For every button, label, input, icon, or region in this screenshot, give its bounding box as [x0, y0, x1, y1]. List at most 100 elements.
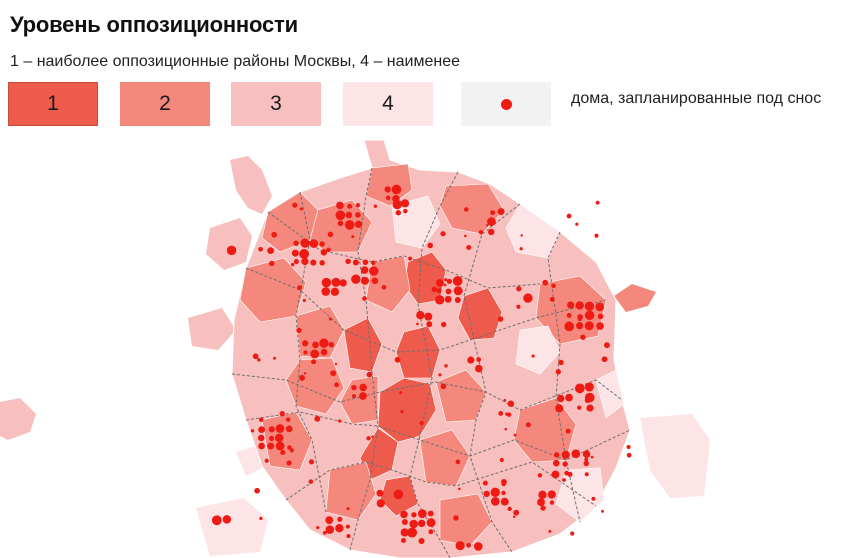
demolition-dot [362, 259, 369, 266]
demolition-dot [555, 369, 561, 375]
district-sw-far-2 [261, 411, 313, 471]
demolition-dot [381, 284, 387, 290]
demolition-dot [296, 327, 302, 333]
legend-demolition-label: дома, запланированные под снос [571, 90, 822, 107]
demolition-dot [401, 519, 408, 525]
demolition-dot [476, 357, 482, 362]
demolition-dot [279, 410, 285, 417]
demolition-dot [359, 392, 367, 400]
demolition-dot [416, 322, 419, 326]
demolition-dot [626, 444, 631, 450]
demolition-dot [566, 213, 572, 219]
demolition-dot [601, 356, 608, 363]
demolition-dot [351, 394, 356, 399]
demolition-dot [596, 322, 604, 330]
demolition-dot [338, 419, 342, 423]
demolition-dot [490, 487, 500, 498]
demolition-dot [362, 296, 367, 301]
demolition-dot [595, 302, 605, 312]
demolition-dot [487, 228, 495, 236]
legend-level-4-label: 4 [382, 92, 394, 115]
demolition-dot [584, 472, 589, 477]
demolition-dot [348, 204, 353, 209]
demolition-dot [346, 507, 350, 511]
demolition-dot [326, 247, 331, 253]
demolition-dot [507, 400, 515, 407]
demolition-dot [575, 222, 579, 226]
demolition-dot [401, 537, 407, 543]
demolition-dot [291, 249, 299, 257]
demolition-dot [443, 283, 447, 287]
far-west-outskirt [0, 398, 36, 440]
demolition-dot [584, 301, 595, 311]
legend: 1 2 3 4 дома, запланированные под снос [0, 82, 861, 128]
west-small-outskirt [236, 446, 262, 476]
demolition-dot [590, 455, 594, 459]
demolition-dot [478, 229, 484, 235]
demolition-dot [258, 246, 263, 252]
demolition-dot [542, 279, 549, 286]
demolition-dot [330, 370, 337, 377]
demolition-dot [565, 393, 573, 402]
demolition-dot [355, 203, 361, 208]
demolition-dot [391, 184, 402, 195]
demolition-dot [601, 509, 604, 513]
demolition-dot [299, 374, 306, 381]
demolition-dot [574, 383, 585, 394]
demolition-dot [556, 394, 565, 403]
demolition-dot [366, 371, 373, 378]
demolition-dot [327, 231, 334, 238]
demolition-dots [211, 184, 632, 551]
legend-level-4: 4 [343, 82, 433, 126]
demolition-dot [285, 417, 291, 422]
demolition-dot [551, 283, 556, 289]
demolition-dot [454, 297, 461, 304]
demolition-dot [538, 490, 547, 499]
demolition-dot [264, 458, 269, 463]
demolition-dot [398, 201, 403, 207]
demolition-dot [344, 220, 355, 230]
demolition-dot [258, 426, 266, 434]
demolition-dot [290, 262, 295, 267]
demolition-dot [319, 338, 329, 348]
demolition-dot [537, 498, 545, 507]
demolition-dot [577, 405, 582, 410]
demolition-dot [319, 260, 325, 266]
demolition-dot [540, 505, 546, 511]
demolition-dot [419, 420, 424, 426]
demolition-dot [252, 353, 259, 360]
demolition-dot [226, 245, 237, 256]
demolition-dot [424, 312, 433, 321]
demolition-dot [501, 490, 506, 496]
demolition-dot [562, 461, 568, 467]
demolition-dot [322, 530, 327, 535]
demolition-dot [444, 278, 448, 282]
demolition-dot [500, 478, 507, 485]
demolition-dot [582, 450, 591, 458]
demolition-dot [497, 208, 505, 216]
demolition-dot [466, 244, 472, 251]
demolition-dot [325, 516, 334, 525]
demolition-dot [427, 242, 434, 249]
demolition-dot [297, 285, 302, 291]
demolition-dot [312, 341, 319, 349]
demolition-dot [359, 383, 367, 392]
demolition-dot [370, 260, 376, 266]
demolition-dot [583, 460, 589, 467]
demolition-dot [271, 231, 278, 238]
demolition-dot [301, 257, 309, 266]
district-west-1 [343, 317, 383, 373]
demolition-dot [584, 457, 589, 462]
demolition-dot [455, 459, 461, 465]
district-south-2 [325, 461, 377, 521]
demolition-dot [319, 241, 325, 247]
demolition-dot [393, 489, 404, 500]
demolition-dot [310, 349, 320, 359]
demolition-dot [567, 301, 575, 309]
demolition-dot [498, 410, 504, 416]
demolition-dot [311, 359, 317, 365]
demolition-dot [259, 516, 263, 521]
demolition-dot [497, 316, 504, 322]
demolition-dot [500, 497, 509, 506]
demolition-dot [408, 256, 413, 261]
